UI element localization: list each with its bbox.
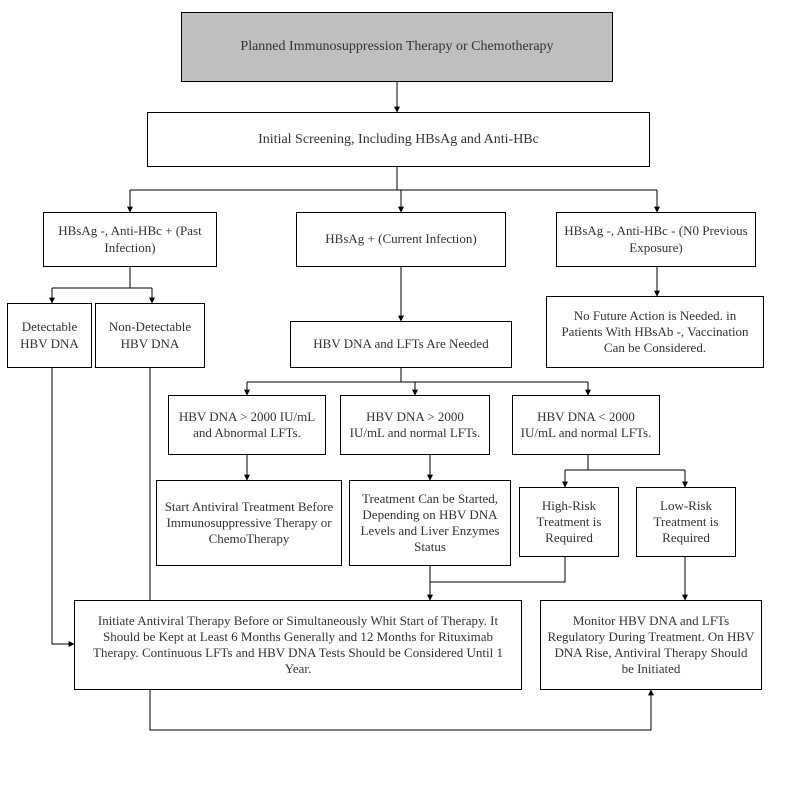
node-treatcan: Treatment Can be Started, Depending on H…: [349, 480, 511, 566]
edge: [52, 368, 74, 644]
node-title: Planned Immunosuppression Therapy or Che…: [181, 12, 613, 82]
node-c1: HBV DNA > 2000 IU/mL and Abnormal LFTs.: [168, 395, 326, 455]
node-c3: HBV DNA < 2000 IU/mL and normal LFTs.: [512, 395, 660, 455]
node-dnalfts: HBV DNA and LFTs Are Needed: [290, 321, 512, 368]
node-c2: HBV DNA > 2000 IU/mL and normal LFTs.: [340, 395, 490, 455]
node-initiate: Initiate Antiviral Therapy Before or Sim…: [74, 600, 522, 690]
node-highrisk: High-Risk Treatment is Required: [519, 487, 619, 557]
node-monitor: Monitor HBV DNA and LFTs Regulatory Duri…: [540, 600, 762, 690]
node-noexp: HBsAg -, Anti-HBc - (N0 Previous Exposur…: [556, 212, 756, 267]
node-screening: Initial Screening, Including HBsAg and A…: [147, 112, 650, 167]
node-start: Start Antiviral Treatment Before Immunos…: [156, 480, 342, 566]
node-lowrisk: Low-Risk Treatment is Required: [636, 487, 736, 557]
flowchart-canvas: Planned Immunosuppression Therapy or Che…: [0, 0, 802, 800]
node-nofuture: No Future Action is Needed. in Patients …: [546, 296, 764, 368]
node-current: HBsAg + (Current Infection): [296, 212, 506, 267]
node-detect: Detectable HBV DNA: [7, 303, 92, 368]
node-past: HBsAg -, Anti-HBc + (Past Infection): [43, 212, 217, 267]
node-nondetect: Non-Detectable HBV DNA: [95, 303, 205, 368]
